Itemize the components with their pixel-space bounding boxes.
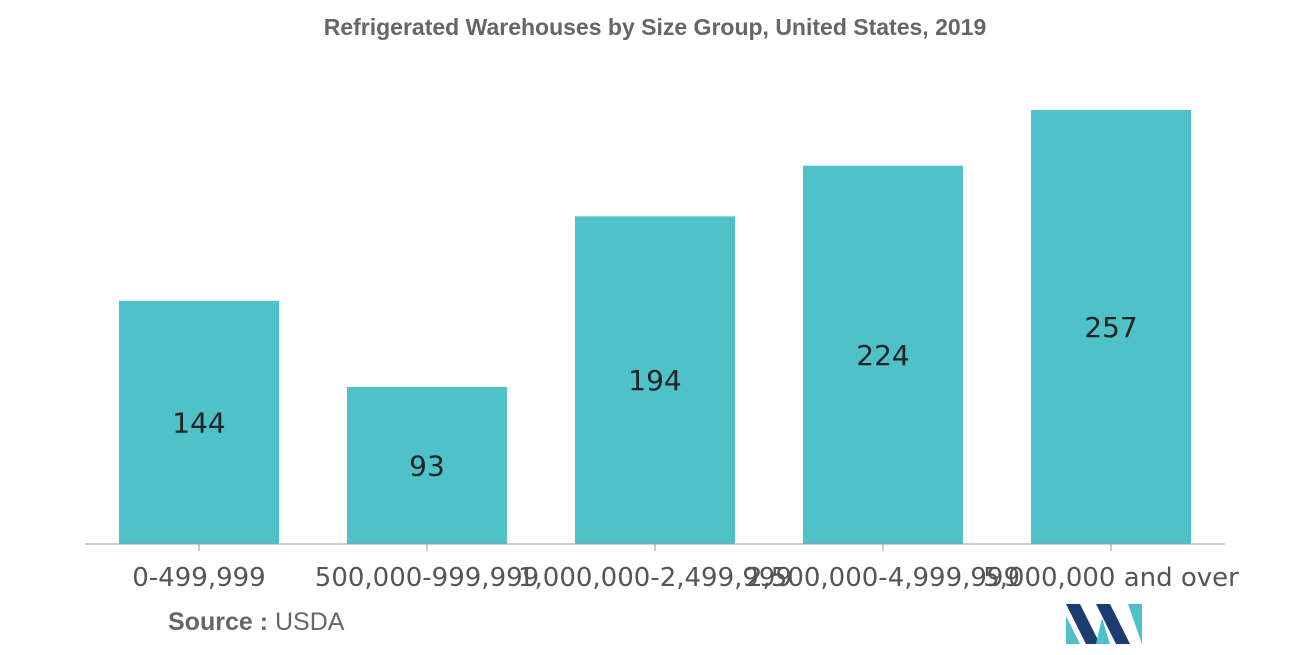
bar-3 bbox=[803, 165, 963, 544]
mordor-intelligence-logo-icon bbox=[1066, 604, 1142, 644]
data-label-1: 93 bbox=[409, 449, 445, 482]
x-tick-label-2: 1,000,000-2,499,999 bbox=[518, 563, 792, 593]
bar-4 bbox=[1031, 110, 1191, 544]
logo-shape-mid bbox=[1066, 616, 1080, 644]
tick-group bbox=[198, 544, 1112, 551]
logo-shape-right-2 bbox=[1096, 618, 1110, 644]
logo-shape-right-3 bbox=[1128, 604, 1142, 644]
data-label-0: 144 bbox=[172, 406, 225, 439]
x-tick-label-0: 0-499,999 bbox=[132, 563, 265, 593]
bar-1 bbox=[347, 386, 507, 544]
x-tick-label-3: 2,500,000-4,999,999 bbox=[746, 563, 1020, 593]
logo-shape-right-1 bbox=[1096, 604, 1130, 644]
bar-0 bbox=[119, 300, 279, 544]
chart-title: Refrigerated Warehouses by Size Group, U… bbox=[323, 14, 987, 40]
data-label-4: 257 bbox=[1084, 311, 1137, 344]
logo-shape-left bbox=[1066, 604, 1100, 644]
x-tick-labels: 0-499,999 500,000-999,9991,000,000-2,499,… bbox=[132, 563, 1239, 593]
source-note: Source : USDA bbox=[168, 608, 344, 637]
source-label: Source : bbox=[168, 608, 269, 636]
bars-group: 144 93 194 224 257 bbox=[119, 110, 1191, 544]
x-tick-label-4: 5,000,000 and over bbox=[983, 563, 1239, 593]
data-label-2: 194 bbox=[628, 364, 681, 397]
source-value: USDA bbox=[274, 608, 345, 636]
bar-2 bbox=[575, 216, 735, 544]
data-label-3: 224 bbox=[856, 339, 909, 372]
x-tick-label-1: 500,000-999,999 bbox=[315, 563, 539, 593]
